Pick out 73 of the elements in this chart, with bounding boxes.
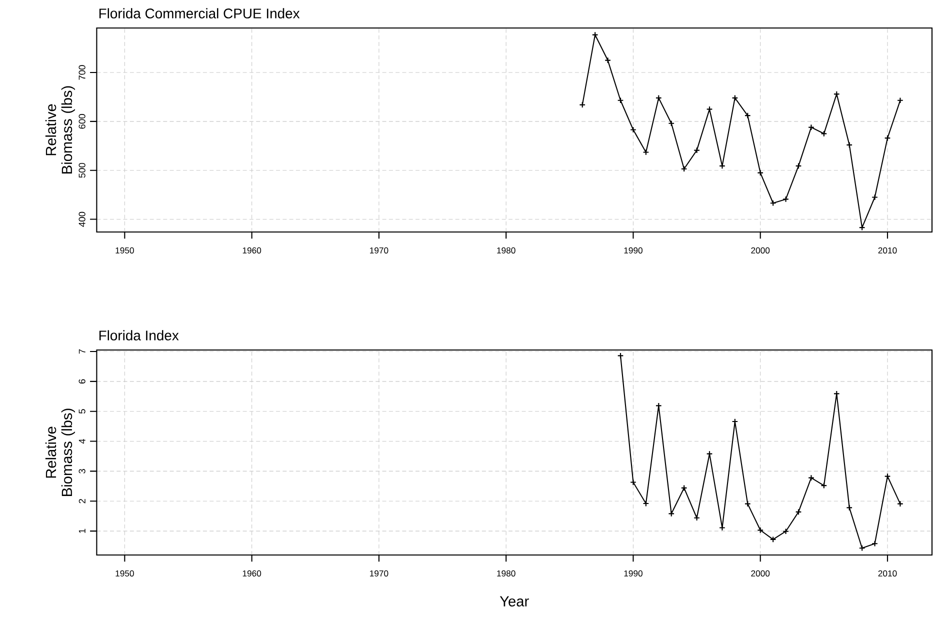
point <box>770 536 776 543</box>
x-tick-label: 1950 <box>116 247 134 254</box>
point <box>770 200 776 206</box>
point <box>655 94 662 102</box>
chart-title: Florida Index <box>99 330 179 340</box>
x-tick-label: 2010 <box>878 570 897 576</box>
point <box>757 170 764 176</box>
x-axis-title: Year <box>500 596 529 606</box>
y-tick-label: 400 <box>78 212 86 227</box>
point <box>732 94 738 102</box>
y-tick-label: 3 <box>78 469 86 474</box>
point <box>872 194 878 200</box>
x-tick-label: 2010 <box>878 247 897 254</box>
point <box>744 112 751 119</box>
x-tick-label: 1970 <box>370 570 388 576</box>
point <box>884 473 891 480</box>
point <box>680 166 688 172</box>
point <box>884 134 891 142</box>
point <box>833 90 840 98</box>
x-tick-label: 1990 <box>624 570 642 576</box>
x-tick-label: 1950 <box>116 570 134 576</box>
point <box>592 32 598 38</box>
point <box>630 126 636 133</box>
point <box>694 514 700 522</box>
y-axis-title: Relative Biomass (lbs) <box>45 408 75 496</box>
x-tick-label: 1980 <box>497 247 516 254</box>
point <box>795 162 802 170</box>
y-axis-title: Relative Biomass (lbs) <box>45 86 75 174</box>
point <box>858 224 866 231</box>
point <box>808 474 814 481</box>
point <box>846 504 853 511</box>
point <box>795 508 802 516</box>
point <box>858 544 866 552</box>
point <box>642 149 650 156</box>
point <box>833 390 840 397</box>
point <box>668 120 675 127</box>
point <box>630 479 636 486</box>
point <box>694 147 700 154</box>
point <box>744 500 751 508</box>
x-tick-label: 1960 <box>242 247 262 254</box>
point <box>808 124 814 131</box>
point <box>617 97 624 104</box>
point <box>604 57 611 64</box>
y-tick-label: 500 <box>78 162 86 178</box>
point <box>820 130 828 137</box>
y-tick-label: 7 <box>78 349 86 354</box>
y-tick-label: 6 <box>78 379 86 384</box>
y-tick-label: 600 <box>78 114 86 129</box>
point <box>820 482 828 489</box>
chart-title: Florida Commercial CPUE Index <box>99 8 300 18</box>
point <box>732 418 738 425</box>
point <box>680 484 688 492</box>
x-tick-label: 2000 <box>751 570 770 576</box>
point <box>668 510 675 517</box>
point <box>757 526 764 534</box>
point <box>872 540 878 547</box>
x-tick-label: 1970 <box>370 247 388 254</box>
point <box>719 162 726 170</box>
x-tick-label: 1980 <box>497 570 516 576</box>
point <box>655 402 662 409</box>
point <box>846 142 853 148</box>
y-tick-label: 2 <box>78 499 86 504</box>
y-tick-label: 700 <box>78 65 86 80</box>
x-tick-label: 1990 <box>624 247 642 254</box>
point <box>642 500 650 507</box>
x-tick-label: 2000 <box>751 247 770 254</box>
point <box>782 528 789 535</box>
y-tick-label: 4 <box>78 438 86 444</box>
point <box>782 196 789 202</box>
x-tick-label: 1960 <box>242 570 262 576</box>
y-tick-label: 5 <box>78 409 86 414</box>
point <box>706 106 713 112</box>
y-tick-label: 1 <box>78 528 86 533</box>
